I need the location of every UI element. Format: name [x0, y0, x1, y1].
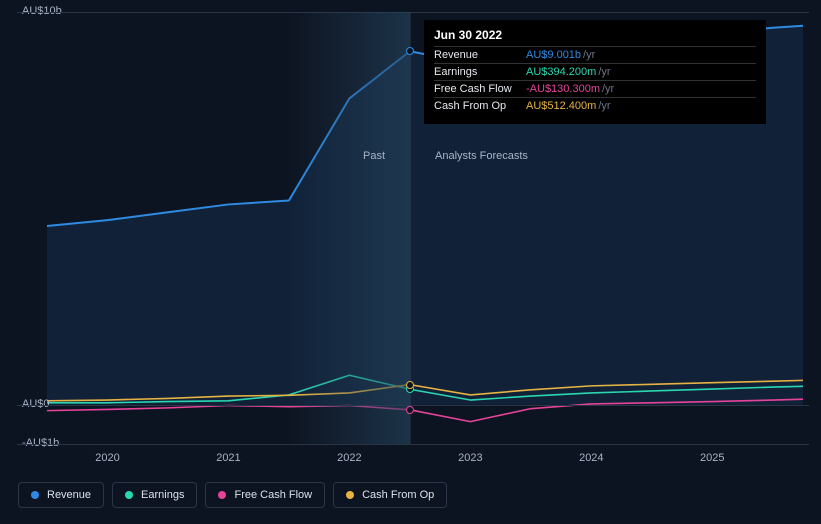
- past-forecast-divider: [410, 12, 411, 444]
- tooltip-unit: /yr: [583, 49, 595, 61]
- tooltip-row: RevenueAU$9.001b /yr: [434, 46, 756, 63]
- marker-revenue: [406, 47, 414, 55]
- legend-item-revenue[interactable]: Revenue: [18, 482, 104, 508]
- x-axis-label: 2023: [458, 452, 482, 464]
- tooltip-unit: /yr: [602, 83, 614, 95]
- tooltip-value: AU$394.200m: [526, 66, 596, 78]
- y-axis-label: AU$10b: [22, 5, 62, 17]
- x-axis-label: 2021: [216, 452, 240, 464]
- legend: Revenue Earnings Free Cash Flow Cash From O…: [18, 482, 447, 508]
- financials-chart: AU$10b AU$0 -AU$1b 2020 2021 2022 2023 2024 202…: [0, 0, 821, 524]
- gridline: [17, 405, 809, 406]
- tooltip-metric: Cash From Op: [434, 100, 526, 112]
- forecast-label: Analysts Forecasts: [435, 150, 528, 162]
- legend-label: Free Cash Flow: [234, 489, 312, 501]
- y-axis-label: -AU$1b: [22, 437, 59, 449]
- gridline: [17, 12, 809, 13]
- tooltip-metric: Free Cash Flow: [434, 83, 526, 95]
- tooltip-metric: Earnings: [434, 66, 526, 78]
- legend-item-cash-from-op[interactable]: Cash From Op: [333, 482, 447, 508]
- y-axis-label: AU$0: [22, 398, 50, 410]
- tooltip-value: AU$512.400m: [526, 100, 596, 112]
- legend-swatch: [125, 491, 133, 499]
- x-axis-label: 2020: [95, 452, 119, 464]
- tooltip-metric: Revenue: [434, 49, 526, 61]
- legend-swatch: [218, 491, 226, 499]
- legend-label: Cash From Op: [362, 489, 434, 501]
- past-label: Past: [363, 150, 385, 162]
- x-axis-label: 2025: [700, 452, 724, 464]
- tooltip-value: AU$9.001b: [526, 49, 581, 61]
- legend-item-free-cash-flow[interactable]: Free Cash Flow: [205, 482, 325, 508]
- tooltip-row: EarningsAU$394.200m /yr: [434, 63, 756, 80]
- marker-free-cash-flow: [406, 406, 414, 414]
- tooltip-row: Cash From OpAU$512.400m /yr: [434, 97, 756, 114]
- tooltip-title: Jun 30 2022: [434, 28, 756, 46]
- legend-swatch: [346, 491, 354, 499]
- legend-item-earnings[interactable]: Earnings: [112, 482, 197, 508]
- marker-cash-from-op: [406, 381, 414, 389]
- tooltip-unit: /yr: [598, 100, 610, 112]
- x-axis-label: 2024: [579, 452, 603, 464]
- tooltip: Jun 30 2022 RevenueAU$9.001b /yrEarnings…: [424, 20, 766, 124]
- tooltip-unit: /yr: [598, 66, 610, 78]
- tooltip-row: Free Cash Flow-AU$130.300m /yr: [434, 80, 756, 97]
- tooltip-value: -AU$130.300m: [526, 83, 600, 95]
- legend-label: Revenue: [47, 489, 91, 501]
- x-axis-label: 2022: [337, 452, 361, 464]
- legend-label: Earnings: [141, 489, 184, 501]
- gridline: [17, 444, 809, 445]
- legend-swatch: [31, 491, 39, 499]
